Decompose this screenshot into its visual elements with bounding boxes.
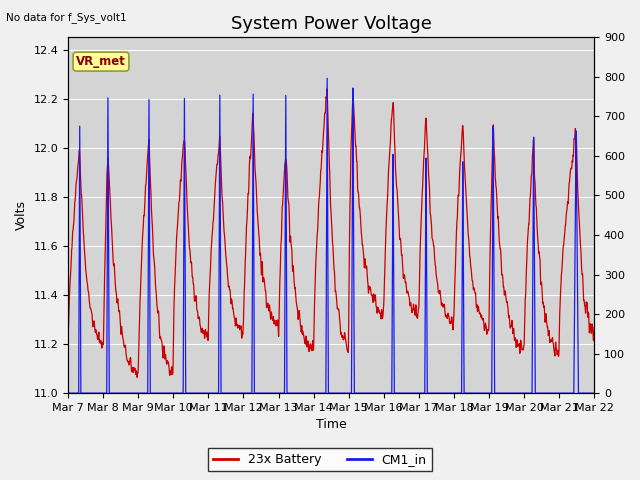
23x Battery xyxy=(192,294,200,300)
Y-axis label: Volts: Volts xyxy=(15,200,28,230)
Text: No data for f_Sys_volt1: No data for f_Sys_volt1 xyxy=(6,12,127,23)
CM1_in xyxy=(186,390,194,396)
Legend: 23x Battery, CM1_in: 23x Battery, CM1_in xyxy=(208,448,432,471)
CM1_in xyxy=(192,390,200,396)
Line: CM1_in: CM1_in xyxy=(68,78,594,393)
23x Battery xyxy=(189,281,197,287)
CM1_in xyxy=(590,390,598,396)
23x Battery xyxy=(590,324,598,330)
X-axis label: Time: Time xyxy=(316,419,346,432)
CM1_in xyxy=(323,75,331,81)
23x Battery xyxy=(323,86,331,92)
Text: VR_met: VR_met xyxy=(76,55,126,68)
CM1_in xyxy=(300,390,308,396)
Line: 23x Battery: 23x Battery xyxy=(68,89,594,377)
23x Battery xyxy=(300,334,308,339)
23x Battery xyxy=(64,329,72,335)
23x Battery xyxy=(586,323,594,328)
CM1_in xyxy=(189,390,197,396)
CM1_in xyxy=(586,390,594,396)
CM1_in xyxy=(262,390,270,396)
23x Battery xyxy=(186,254,194,260)
23x Battery xyxy=(133,374,141,380)
CM1_in xyxy=(64,390,72,396)
23x Battery xyxy=(262,304,270,310)
Title: System Power Voltage: System Power Voltage xyxy=(230,15,431,33)
